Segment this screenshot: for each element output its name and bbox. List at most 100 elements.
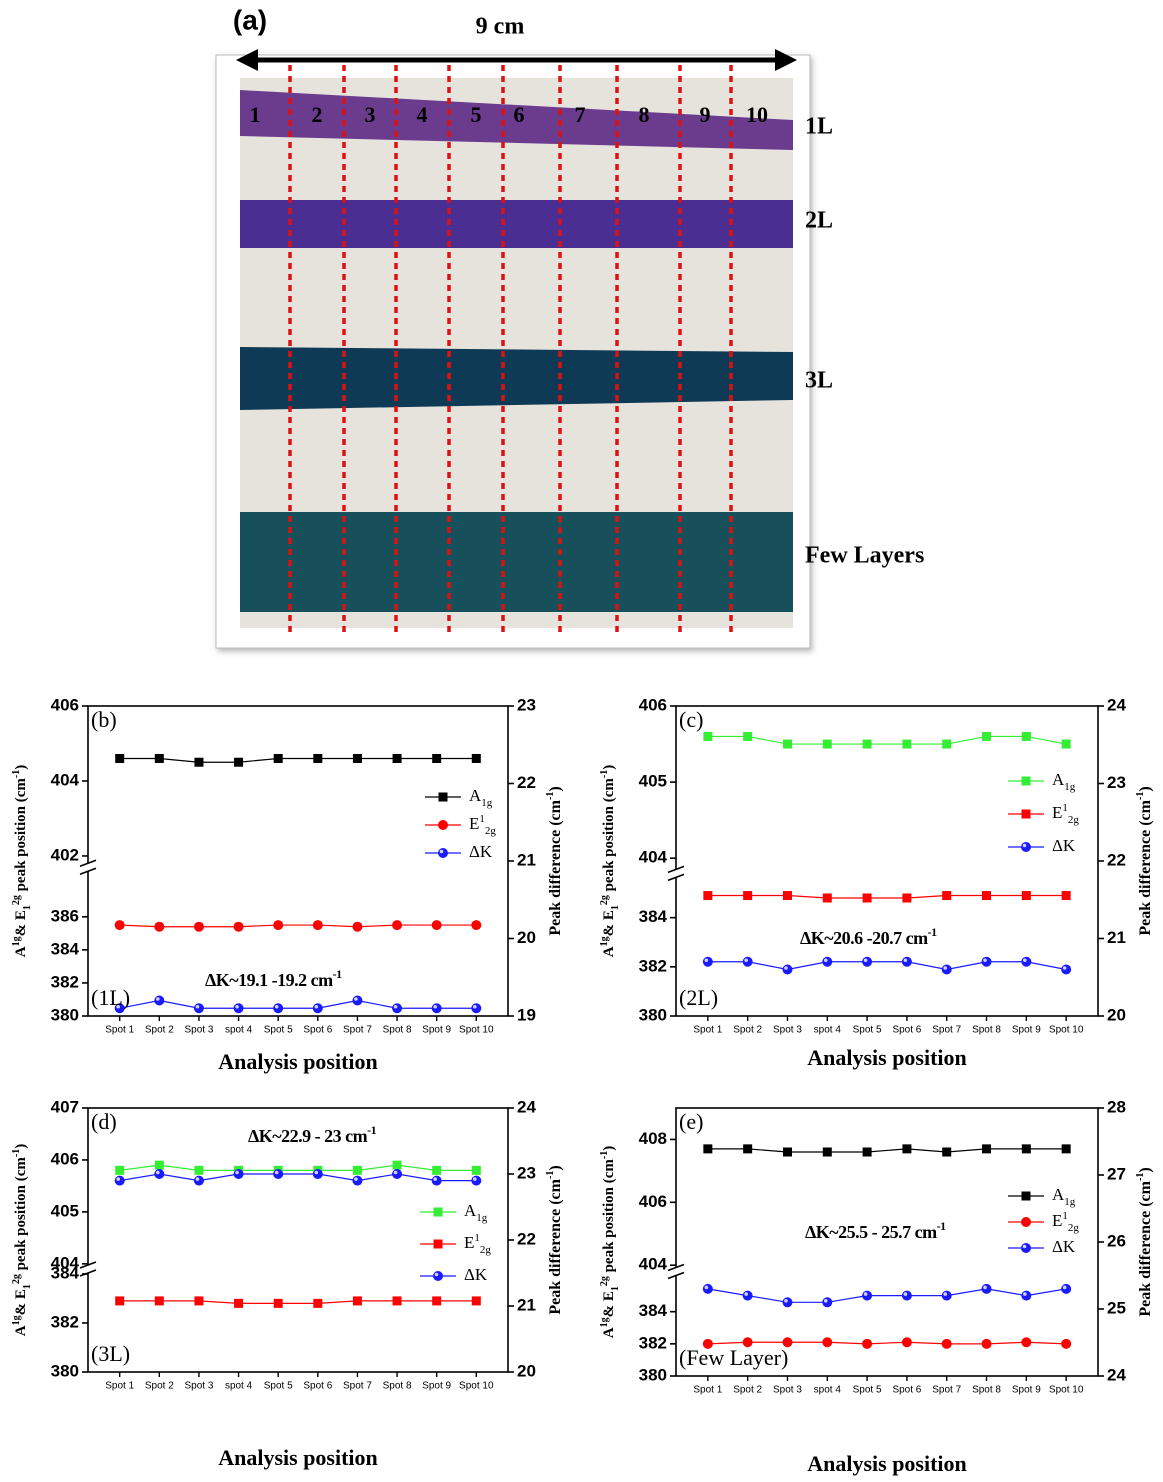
x-tick-label: Spot 2 <box>733 1025 762 1036</box>
marker-highlight <box>235 1170 239 1175</box>
marker-highlight <box>274 1004 279 1009</box>
sample-label: (2L) <box>679 985 718 1010</box>
marker-highlight <box>1062 1285 1067 1290</box>
marker <box>981 1283 992 1294</box>
y-tick-label: 404 <box>51 1253 80 1272</box>
marker <box>862 739 872 749</box>
text-part: peak position (cm <box>13 1157 29 1275</box>
y-tick-label: 407 <box>51 1097 79 1116</box>
marker <box>1021 1290 1032 1301</box>
annotation: ΔK~22.9 - 23 cm-1 <box>248 1123 377 1146</box>
y-tick-label: 380 <box>51 1005 79 1024</box>
text-part: A <box>1052 770 1065 789</box>
y2-tick-label: 23 <box>517 1163 536 1182</box>
text-part: 2g <box>599 895 610 905</box>
marker <box>1021 1217 1031 1227</box>
marker-highlight <box>195 1004 200 1009</box>
x-tick-label: Spot 9 <box>1012 1385 1041 1396</box>
x-tick-label: Spot 9 <box>1012 1025 1041 1036</box>
text-part: 1g <box>481 797 493 809</box>
marker <box>392 1160 402 1170</box>
series-line <box>707 1288 1067 1303</box>
y2-tick-label: 24 <box>1107 695 1126 714</box>
panel-label: (d) <box>91 1109 117 1134</box>
annotation: ΔK~25.5 - 25.7 cm-1 <box>805 1219 946 1242</box>
text-part: 1 <box>1062 1210 1068 1222</box>
y2-tick-label: 20 <box>517 928 536 947</box>
text-part: ) <box>13 765 29 770</box>
marker <box>702 1338 713 1349</box>
y-tick-label: 386 <box>51 906 79 925</box>
plot-frame <box>87 1107 509 1373</box>
text-part: 2g <box>480 1244 492 1256</box>
axis-break <box>667 865 685 874</box>
y-tick-label: 384 <box>51 939 80 958</box>
marker <box>313 1298 323 1308</box>
series-line <box>707 1148 1067 1153</box>
text-part: & E <box>601 910 617 936</box>
marker <box>312 920 323 931</box>
x-tick-label: Spot 10 <box>459 1381 494 1392</box>
y-tick-label: 405 <box>639 772 667 791</box>
marker <box>1021 731 1031 741</box>
marker <box>862 956 873 967</box>
text-part: 1g <box>1064 781 1076 793</box>
marker <box>743 891 753 901</box>
y-tick-label: 382 <box>51 972 79 991</box>
marker-highlight <box>195 1177 200 1181</box>
marker <box>471 1003 482 1014</box>
marker <box>194 1165 204 1175</box>
x-tick-label: Spot 5 <box>264 1025 293 1036</box>
text-part: & E <box>601 1291 617 1317</box>
legend-label: ΔK <box>1052 1237 1076 1256</box>
layer-label: 3L <box>805 368 833 394</box>
x-tick-label: spot 4 <box>225 1381 253 1392</box>
marker-highlight <box>744 1292 748 1296</box>
text-part: & E <box>13 1289 29 1315</box>
marker-highlight <box>823 958 828 963</box>
marker <box>1021 809 1031 819</box>
marker <box>822 739 832 749</box>
marker <box>862 1290 873 1301</box>
y2-tick-label: 22 <box>1107 850 1126 869</box>
y2-tick-label: 26 <box>1107 1231 1126 1250</box>
text-part: Peak difference (cm <box>1137 799 1154 935</box>
text-part: ΔK <box>469 842 493 861</box>
y2-tick-label: 28 <box>1107 1097 1126 1116</box>
annotation: ΔK~19.1 -19.2 cm-1 <box>205 967 342 990</box>
marker <box>154 995 165 1006</box>
marker-highlight <box>983 958 987 963</box>
marker <box>1021 842 1031 852</box>
x-tick-label: Spot 3 <box>184 1381 213 1392</box>
marker <box>782 964 793 975</box>
x-tick-label: Spot 3 <box>773 1025 802 1036</box>
chart: 380 382 384 386 402 404 406 19 20 21 22 23 Spot 1 Spo… <box>11 695 564 1074</box>
text-part: 2g <box>1068 1222 1080 1234</box>
text-part: A <box>469 786 482 805</box>
marker <box>982 731 992 741</box>
sample-label: (Few Layer) <box>679 1345 788 1370</box>
marker <box>902 739 912 749</box>
marker-highlight <box>156 1170 160 1175</box>
y2-tick-label: 20 <box>1107 1005 1126 1024</box>
text-part: -1 <box>937 1219 946 1233</box>
marker-highlight <box>314 1170 319 1175</box>
series-line <box>707 961 1067 971</box>
text-part: E <box>464 1233 474 1252</box>
marker <box>1061 1144 1071 1154</box>
marker <box>1061 964 1072 975</box>
text-part: 2g <box>1068 814 1080 826</box>
marker <box>942 1147 952 1157</box>
text-part: -1 <box>11 1149 22 1157</box>
marker <box>862 1338 873 1349</box>
x-tick-label: Spot 1 <box>105 1025 134 1036</box>
marker <box>352 921 363 932</box>
y-tick-label: 384 <box>639 1301 668 1320</box>
x-tick-label: Spot 10 <box>459 1025 494 1036</box>
marker-highlight <box>903 958 908 963</box>
marker-highlight <box>863 1292 868 1296</box>
x-tick-label: Spot 8 <box>972 1385 1001 1396</box>
text-part: E <box>469 814 479 833</box>
legend-label: ΔK <box>1052 836 1076 855</box>
marker <box>703 731 713 741</box>
